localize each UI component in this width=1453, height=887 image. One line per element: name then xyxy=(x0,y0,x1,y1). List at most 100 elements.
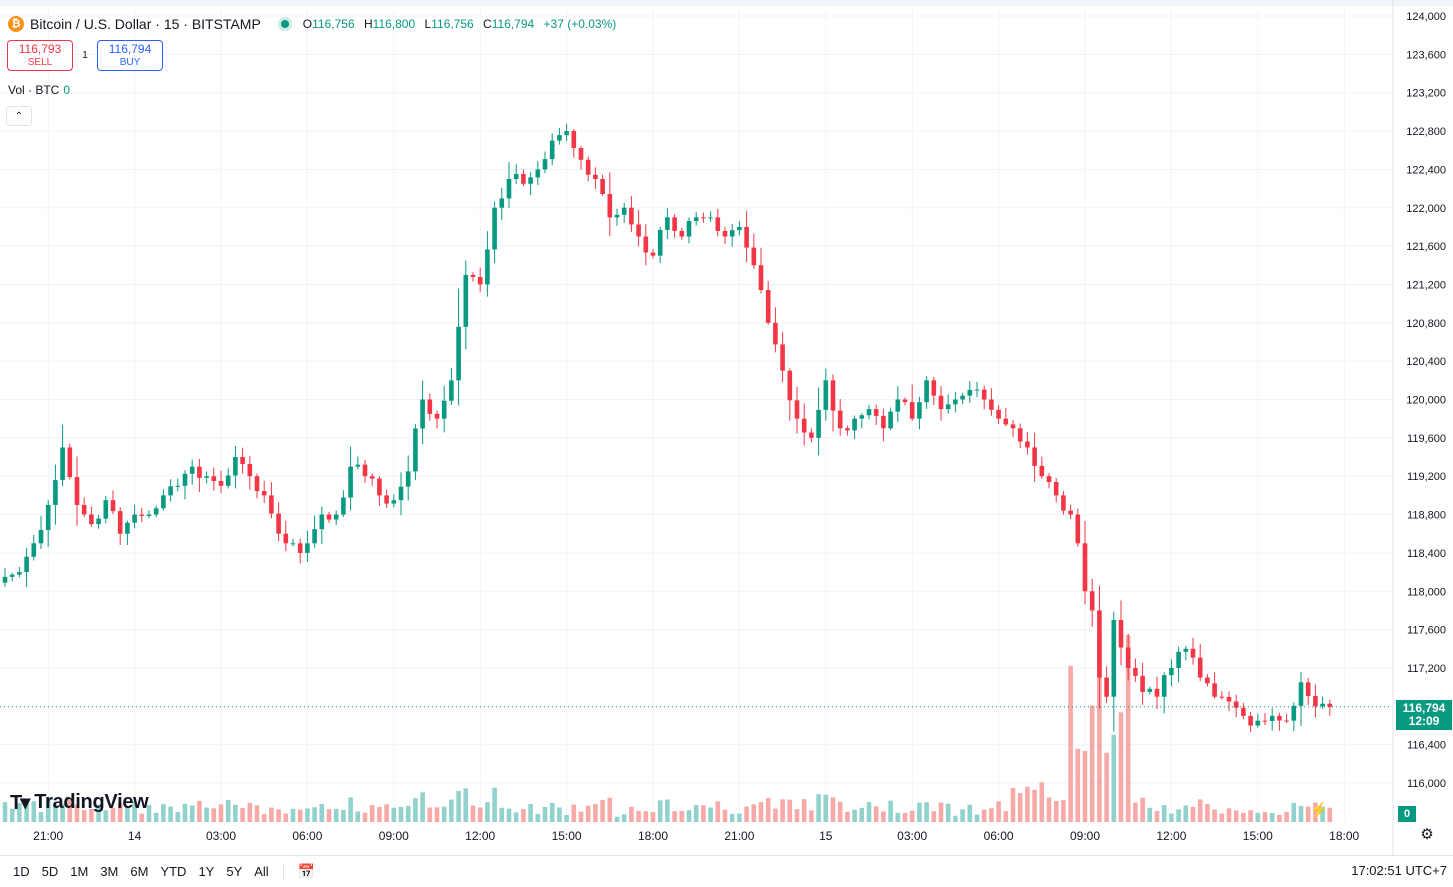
candle-body xyxy=(1053,482,1059,496)
price-tick-label: 118,800 xyxy=(1407,510,1446,522)
volume-bar xyxy=(197,800,202,822)
volume-bar xyxy=(773,808,778,822)
volume-bar xyxy=(146,805,152,822)
candle-body xyxy=(888,411,893,429)
candle-body xyxy=(521,173,526,184)
range-all[interactable]: All xyxy=(254,864,269,879)
volume-bar xyxy=(1298,805,1304,822)
candle-body xyxy=(945,404,951,410)
collapse-legend-button[interactable]: ⌃ xyxy=(6,106,32,126)
candle-body xyxy=(146,514,152,516)
volume-bar xyxy=(967,804,973,822)
volume-bar xyxy=(1118,712,1124,822)
candle-body xyxy=(693,217,699,222)
candle-body xyxy=(96,518,101,525)
range-1d[interactable]: 1D xyxy=(13,864,30,879)
bar-countdown: 12:09 xyxy=(1408,714,1440,728)
candle-body xyxy=(571,131,577,149)
volume-bar xyxy=(909,810,915,822)
volume-bar xyxy=(1133,802,1138,822)
candle-body xyxy=(873,409,879,416)
candle-body xyxy=(1140,675,1145,692)
volume-bar xyxy=(1097,634,1102,822)
candle-body xyxy=(1010,424,1016,429)
price-tick-label: 123,200 xyxy=(1406,88,1446,100)
range-6m[interactable]: 6M xyxy=(130,864,149,879)
volume-bar xyxy=(945,803,951,822)
sell-price: 116,793 xyxy=(18,41,62,56)
sell-label: SELL xyxy=(27,56,53,68)
last-price-tag: 116,794 12:09 xyxy=(1396,700,1452,730)
calendar-icon[interactable]: 📅 xyxy=(297,863,316,879)
range-3m[interactable]: 3M xyxy=(100,864,119,879)
volume-bar xyxy=(809,810,814,822)
price-chart[interactable]: 124,000 123,600 123,200 122,800 122,400 122,0… xyxy=(0,0,1453,855)
buy-button[interactable]: 116,794 BUY xyxy=(97,40,163,71)
volume-bar xyxy=(715,801,721,822)
candle-body xyxy=(427,399,433,414)
candle-body xyxy=(1104,677,1109,697)
volume-bar xyxy=(1277,814,1282,822)
price-tick-label: 123,600 xyxy=(1406,49,1446,61)
clock[interactable]: 17:02:51 UTC+7 xyxy=(1351,863,1447,878)
volume-bar xyxy=(168,806,173,822)
volume-bar xyxy=(643,811,649,822)
volume-legend[interactable]: Vol · BTC 0 xyxy=(8,83,70,97)
candle-body xyxy=(449,380,454,401)
price-tick-label: 116,400 xyxy=(1407,740,1446,752)
range-5y[interactable]: 5Y xyxy=(226,864,243,879)
gear-icon[interactable]: ⚙ xyxy=(1420,826,1434,843)
candle-body xyxy=(355,464,361,467)
candle-body xyxy=(686,221,692,237)
volume-bar xyxy=(31,801,37,822)
candle-body xyxy=(1284,720,1289,722)
volume-bar xyxy=(117,802,123,822)
candle-body xyxy=(1147,688,1153,692)
candle-body xyxy=(744,226,749,248)
volume-bar xyxy=(67,798,73,822)
candle-body xyxy=(1183,648,1189,652)
candle-body xyxy=(485,249,490,285)
range-1y[interactable]: 1Y xyxy=(198,864,215,879)
volume-bar xyxy=(456,791,461,822)
volume-bar xyxy=(960,809,965,822)
volume-bar xyxy=(837,801,843,822)
range-ytd[interactable]: YTD xyxy=(160,864,187,879)
candle-body xyxy=(499,198,505,208)
candle-body xyxy=(125,522,130,534)
candle-body xyxy=(1003,418,1009,425)
volume-bar xyxy=(924,802,929,822)
candle-body xyxy=(564,131,569,136)
lightning-icon[interactable]: ⚡ xyxy=(1309,802,1329,819)
range-1m[interactable]: 1M xyxy=(70,864,89,879)
volume-bar xyxy=(693,805,699,822)
candle-body xyxy=(1233,701,1239,708)
volume-bar xyxy=(355,811,361,822)
volume-bar xyxy=(1197,799,1203,822)
bitcoin-icon: ₿ xyxy=(8,16,24,32)
candle-body xyxy=(1046,476,1052,483)
volume-bar xyxy=(17,803,22,822)
candle-body xyxy=(132,514,137,523)
volume-bar xyxy=(204,807,209,822)
volume-bar xyxy=(931,811,937,822)
volume-bar xyxy=(485,802,490,822)
volume-bar xyxy=(665,799,670,822)
volume-bar xyxy=(636,810,641,822)
tradingview-logo[interactable]: T▾ TradingView xyxy=(10,790,149,815)
sell-button[interactable]: 116,793 SELL xyxy=(7,40,73,71)
price-tick-label: 122,000 xyxy=(1406,203,1446,215)
candle-body xyxy=(657,229,663,256)
bottom-toolbar: 1D 5D 1M 3M 6M YTD 1Y 5Y All 📅 17:02:51 … xyxy=(0,855,1453,887)
volume-bar xyxy=(297,809,303,822)
symbol-legend[interactable]: ₿ Bitcoin / U.S. Dollar · 15 · BITSTAMP … xyxy=(8,14,616,34)
candle-body xyxy=(17,572,22,575)
volume-bar xyxy=(89,808,94,822)
volume-bar xyxy=(528,803,533,822)
candle-body xyxy=(139,514,145,516)
range-5d[interactable]: 5D xyxy=(41,864,59,879)
volume-bar xyxy=(1327,807,1333,822)
candle-body xyxy=(225,475,231,486)
symbol-title[interactable]: Bitcoin / U.S. Dollar · 15 · BITSTAMP xyxy=(30,16,261,32)
price-tick-label: 119,200 xyxy=(1407,471,1446,483)
